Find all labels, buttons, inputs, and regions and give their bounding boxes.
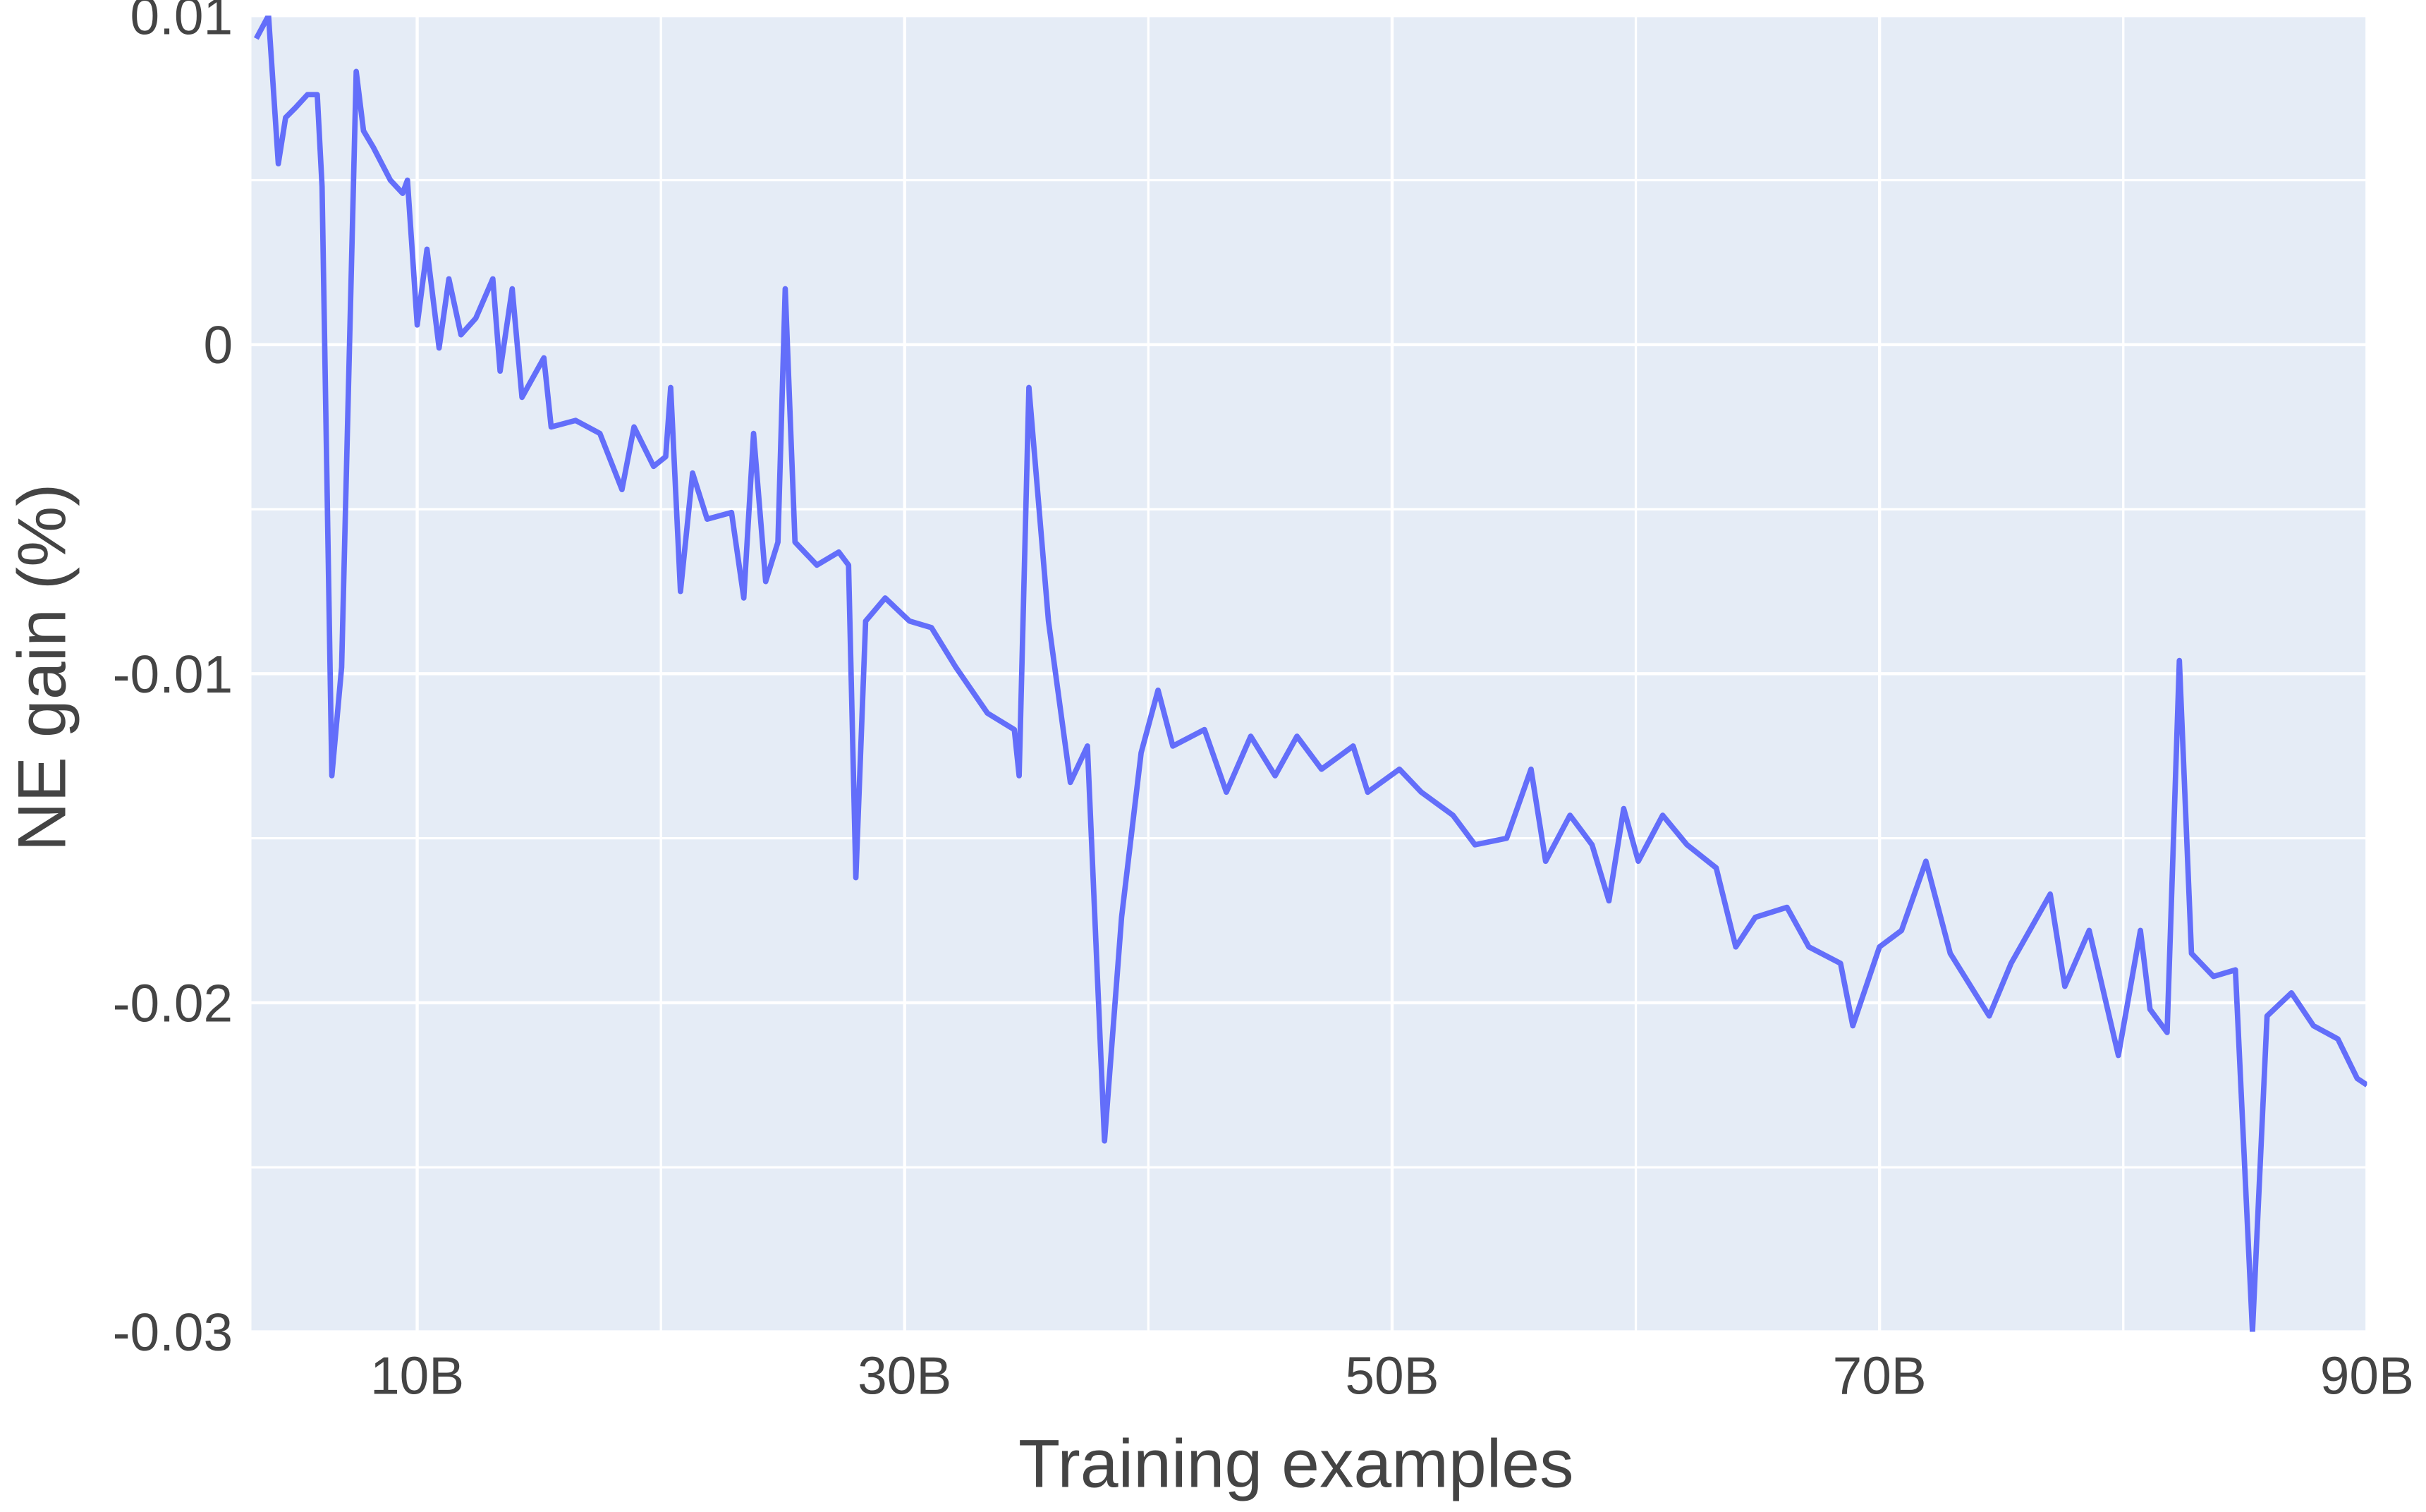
y-tick-label: -0.02	[113, 973, 233, 1032]
labels: 10B 30B 50B 70B 90B -0.03 -0.02 -0.01 0 0.01	[113, 0, 2414, 1406]
y-tick-label: 0	[204, 315, 233, 374]
y-tick-label: -0.03	[113, 1303, 233, 1362]
x-tick-label: 70B	[1833, 1346, 1927, 1406]
y-tick-label: 0.01	[130, 0, 233, 46]
x-tick-label: 90B	[2320, 1346, 2414, 1406]
x-tick-label: 10B	[370, 1346, 464, 1406]
series	[253, 16, 2367, 1332]
grid	[251, 13, 2369, 1334]
data-line	[253, 16, 2367, 1332]
y-axis-title: NE gain (%)	[3, 484, 80, 852]
y-tick-label: -0.01	[113, 645, 233, 704]
x-tick-label: 50B	[1345, 1346, 1439, 1406]
x-axis-title: Training examples	[1018, 1425, 1574, 1502]
x-tick-label: 30B	[858, 1346, 951, 1406]
